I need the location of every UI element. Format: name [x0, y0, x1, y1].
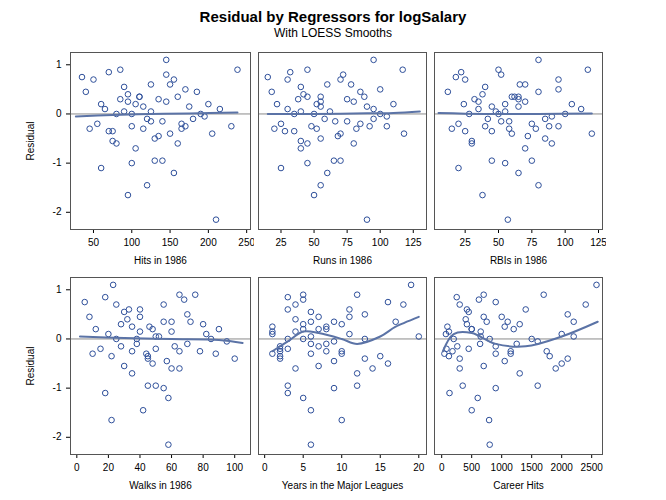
svg-text:0: 0: [56, 333, 62, 344]
svg-text:20: 20: [103, 462, 115, 473]
svg-text:-1: -1: [53, 157, 62, 168]
svg-text:50: 50: [88, 237, 100, 248]
svg-text:80: 80: [198, 462, 210, 473]
svg-text:100: 100: [372, 237, 389, 248]
svg-text:60: 60: [166, 462, 178, 473]
svg-text:5: 5: [300, 462, 306, 473]
html-text:With LOESS Smooths: With LOESS Smooths: [274, 26, 392, 40]
svg-text:Years in the Major Leagues: Years in the Major Leagues: [282, 480, 403, 491]
svg-text:1500: 1500: [521, 462, 544, 473]
svg-text:125: 125: [590, 237, 606, 248]
svg-text:Residual: Residual: [25, 347, 36, 386]
svg-text:1000: 1000: [491, 462, 514, 473]
svg-text:1: 1: [56, 59, 62, 70]
svg-text:0: 0: [439, 462, 445, 473]
svg-text:150: 150: [162, 237, 179, 248]
svg-text:500: 500: [463, 462, 480, 473]
svg-text:50: 50: [493, 237, 505, 248]
svg-text:75: 75: [526, 237, 538, 248]
svg-text:10: 10: [336, 462, 348, 473]
svg-text:75: 75: [342, 237, 354, 248]
svg-text:RBIs in 1986: RBIs in 1986: [490, 255, 548, 266]
svg-text:1: 1: [56, 284, 62, 295]
svg-text:Runs in 1986: Runs in 1986: [313, 255, 372, 266]
svg-text:25: 25: [460, 237, 472, 248]
svg-text:2500: 2500: [581, 462, 604, 473]
svg-text:50: 50: [308, 237, 320, 248]
svg-text:100: 100: [123, 237, 140, 248]
svg-text:20: 20: [413, 462, 425, 473]
svg-text:250: 250: [238, 237, 254, 248]
svg-text:125: 125: [405, 237, 422, 248]
svg-text:2000: 2000: [551, 462, 574, 473]
svg-text:100: 100: [557, 237, 574, 248]
svg-text:15: 15: [375, 462, 387, 473]
svg-text:0: 0: [262, 462, 268, 473]
svg-text:0: 0: [74, 462, 80, 473]
svg-text:-1: -1: [53, 382, 62, 393]
svg-text:Career Hits: Career Hits: [493, 480, 544, 491]
svg-text:-2: -2: [53, 431, 62, 442]
svg-text:Walks in 1986: Walks in 1986: [129, 480, 192, 491]
svg-text:0: 0: [56, 108, 62, 119]
svg-text:25: 25: [275, 237, 287, 248]
svg-text:-2: -2: [53, 206, 62, 217]
html-text:Residual by Regressors for log: Residual by Regressors for logSalary: [199, 8, 467, 25]
svg-text:100: 100: [226, 462, 243, 473]
svg-text:Residual: Residual: [25, 122, 36, 161]
svg-text:Hits in 1986: Hits in 1986: [134, 255, 187, 266]
svg-text:40: 40: [134, 462, 146, 473]
svg-text:200: 200: [200, 237, 217, 248]
